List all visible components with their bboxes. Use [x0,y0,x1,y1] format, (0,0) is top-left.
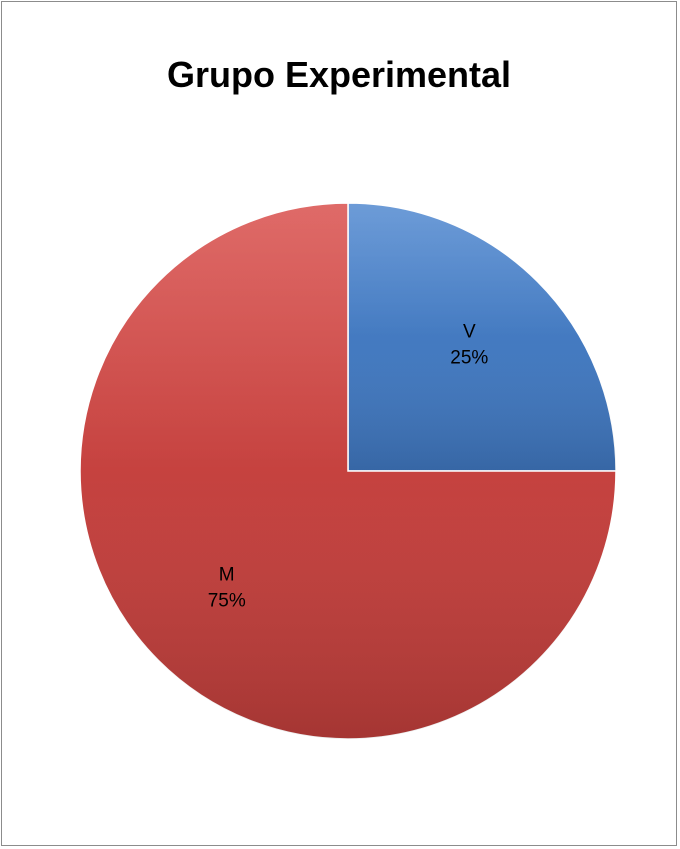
chart-title: Grupo Experimental [166,54,512,95]
slice-percent-label-m: 75% [208,590,246,611]
slice-category-label-v: V [463,322,476,343]
slice-category-label-m: M [219,564,235,585]
pie-slice-shading-m [80,203,616,739]
slice-percent-label-v: 25% [450,348,488,369]
pie-slice-shading-v [348,203,616,471]
